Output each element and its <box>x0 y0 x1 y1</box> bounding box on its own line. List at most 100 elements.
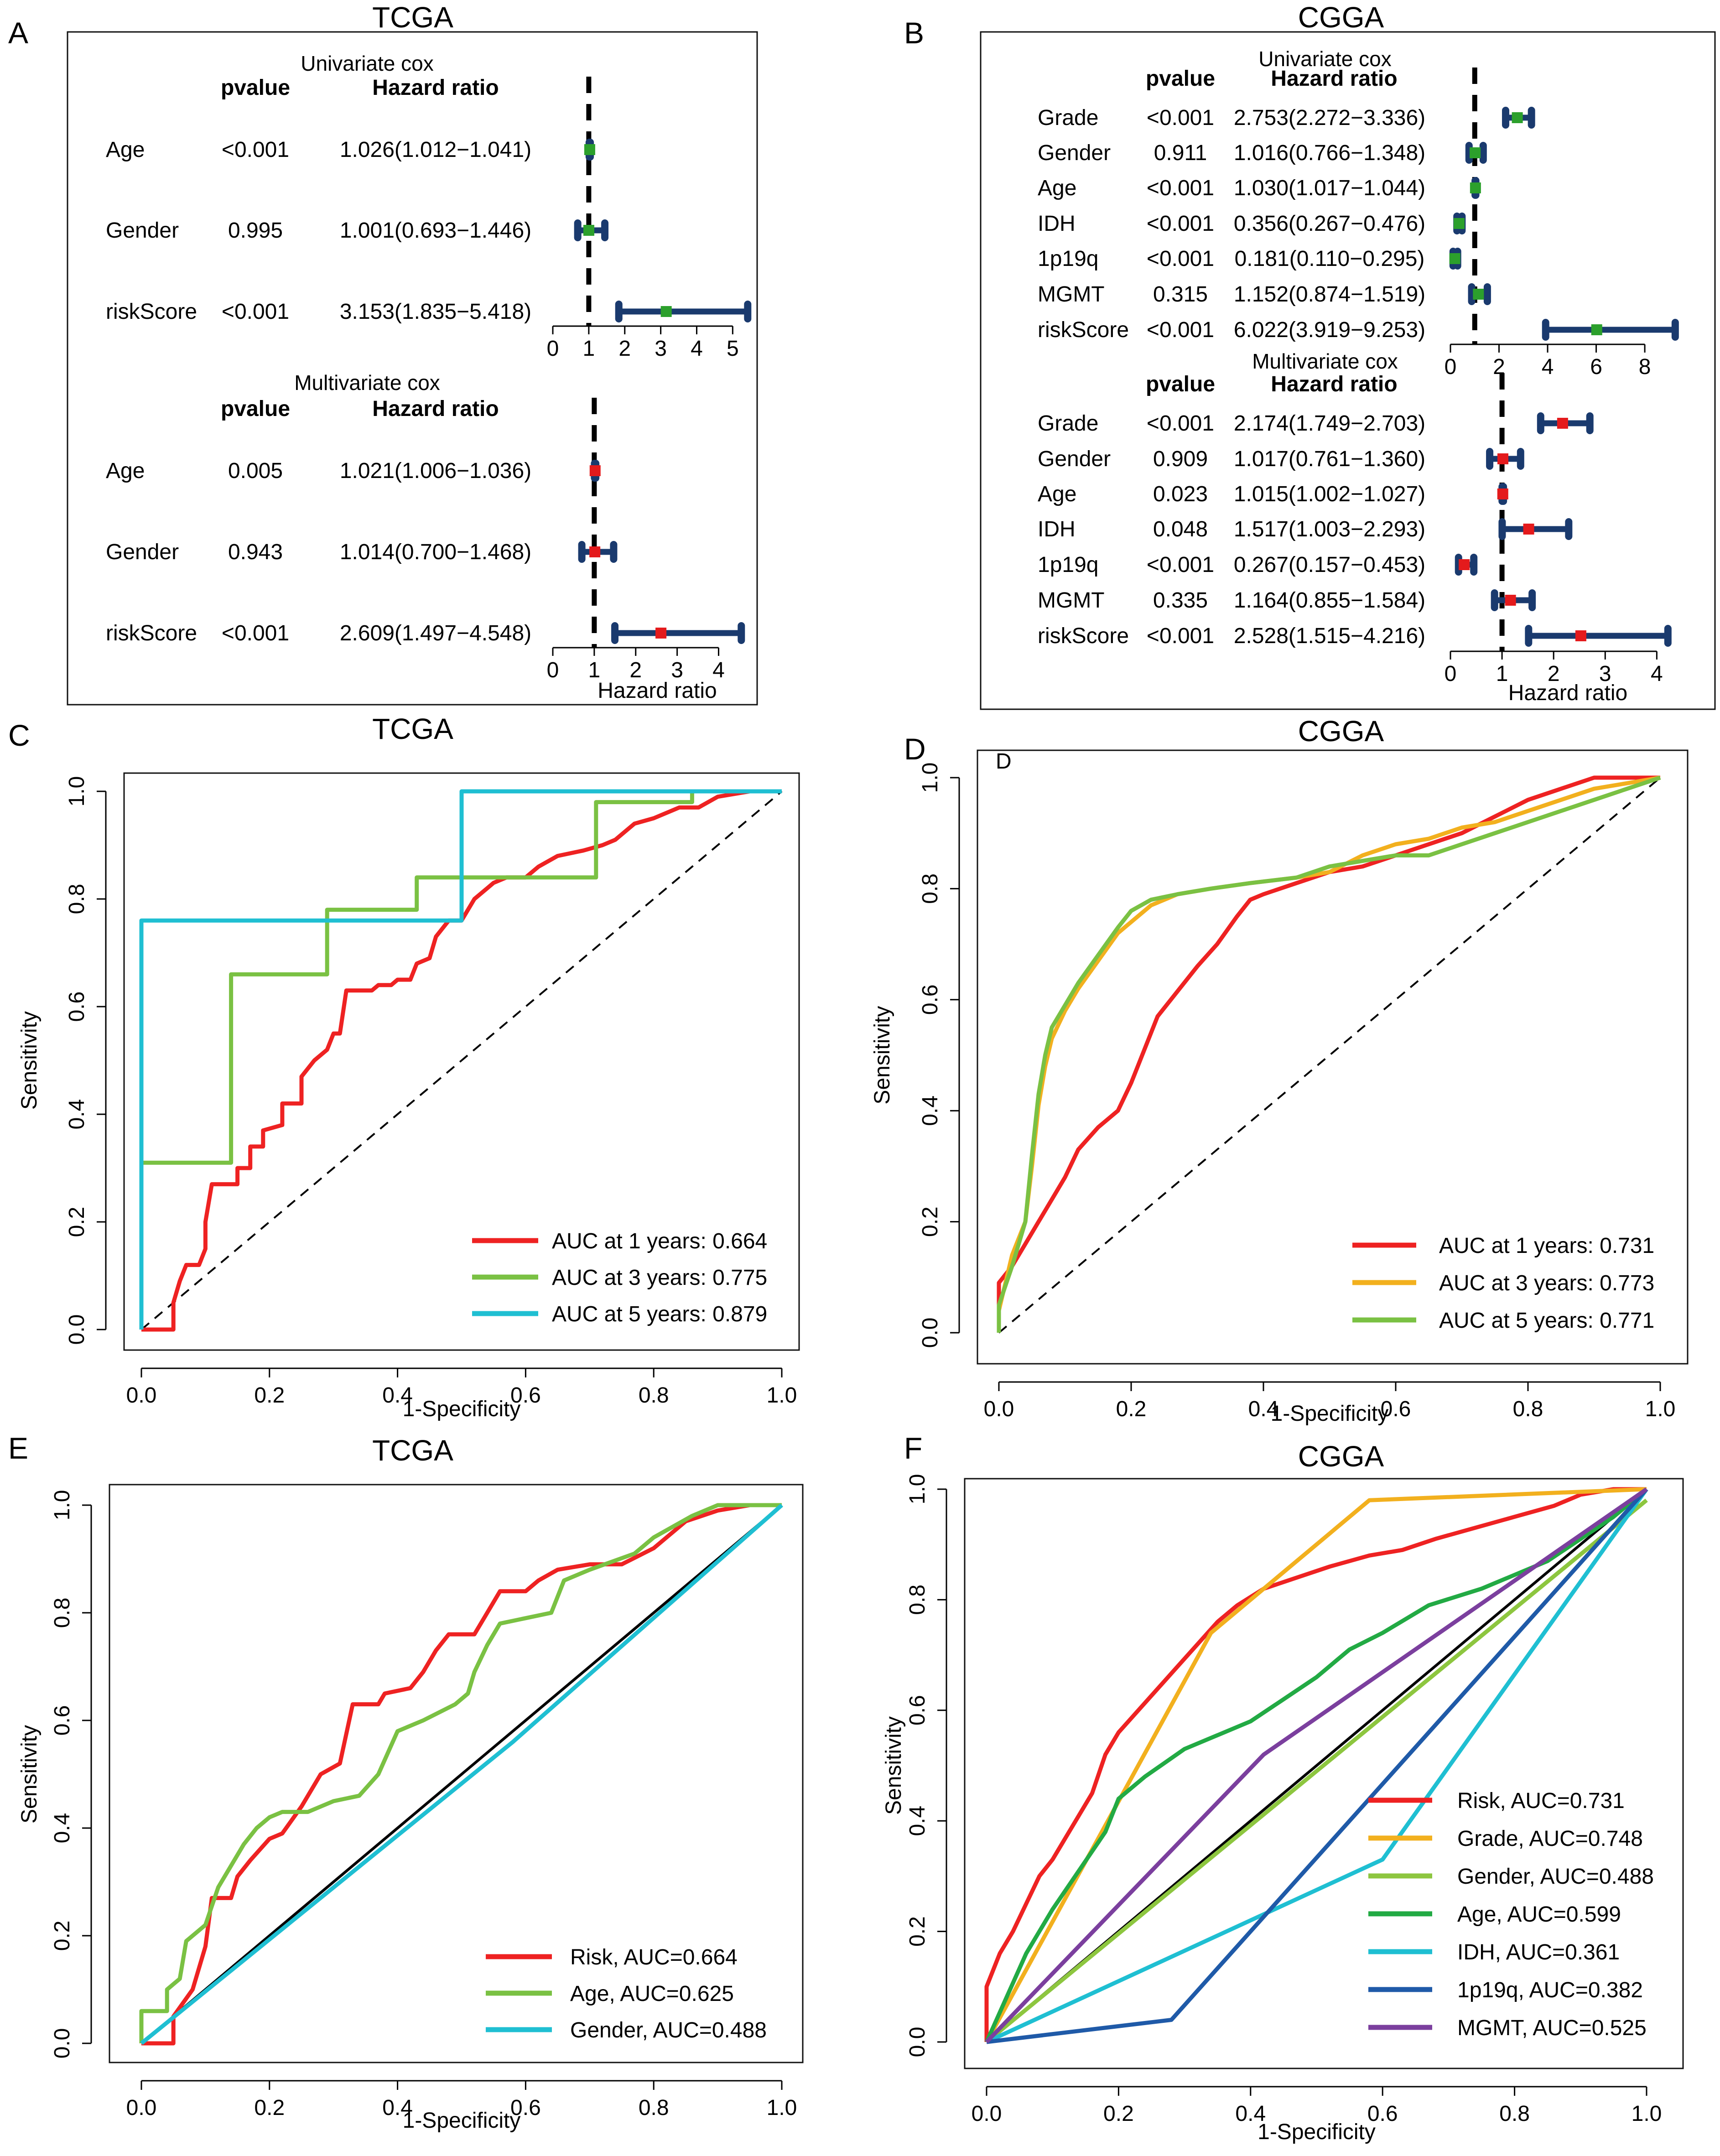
forest-row: IDH <0.001 0.356(0.267−0.476) <box>1038 212 1466 236</box>
section-label: Univariate cox <box>1258 47 1391 71</box>
x-axis: 0.0 0.2 0.4 0.6 0.8 1.0 1-Specificity <box>126 2080 797 2133</box>
hr-point <box>1470 182 1481 193</box>
y-axis-label: Sensitivity <box>17 1725 42 1824</box>
x-axis-label: 1-Specificity <box>1271 1402 1389 1426</box>
diagonal-reference-line <box>140 790 783 1330</box>
variable-name: Grade <box>1038 106 1098 130</box>
x-axis-label: Hazard ratio <box>1508 681 1627 705</box>
tick-label: 8 <box>1639 355 1651 379</box>
x-tick-label: 0.2 <box>254 1383 285 1408</box>
hazard-ratio-text: 2.753(2.272−3.336) <box>1234 106 1425 130</box>
forest-row: Age 0.005 1.021(1.006−1.036) <box>106 459 601 483</box>
forest-row: Gender 0.995 1.001(0.693−1.446) <box>106 218 609 243</box>
x-tick-label: 0.4 <box>382 2096 413 2120</box>
y-tick-label: 0.4 <box>50 1813 74 1844</box>
y-axis: 0.0 0.2 0.4 0.6 0.8 1.0 Sensitivity <box>882 1474 947 2057</box>
tick-label: 0 <box>547 658 559 682</box>
hr-point <box>584 144 595 155</box>
x-tick-label: 0.2 <box>1116 1397 1147 1421</box>
pvalue: <0.001 <box>222 621 289 645</box>
x-tick-label: 1.0 <box>767 2096 797 2120</box>
forest-row: Gender 0.943 1.014(0.700−1.468) <box>106 540 618 564</box>
hr-point <box>589 465 601 476</box>
legend-item: IDH, AUC=0.361 <box>1368 1940 1620 1964</box>
pvalue: 0.048 <box>1153 517 1208 541</box>
y-tick-label: 0.8 <box>905 1585 930 1615</box>
y-tick-label: 0.2 <box>65 1207 89 1237</box>
forest-row: Age 0.023 1.015(1.002−1.027) <box>1038 482 1508 506</box>
variable-name: Gender <box>106 218 179 243</box>
y-tick-label: 0.8 <box>50 1598 74 1628</box>
pvalue-header: pvalue <box>1146 67 1215 91</box>
hr-point <box>1497 453 1509 464</box>
section-label: Multivariate cox <box>1252 349 1398 373</box>
corner-label: D <box>996 749 1012 774</box>
section-label: Multivariate cox <box>294 371 440 395</box>
roc-curve-3 <box>997 775 1661 1333</box>
legend-item: MGMT, AUC=0.525 <box>1368 2016 1647 2040</box>
legend-item: Gender, AUC=0.488 <box>1368 1865 1654 1889</box>
forest-row: Gender 0.911 1.016(0.766−1.348) <box>1038 141 1487 165</box>
hazard-ratio-header: Hazard ratio <box>1271 67 1397 91</box>
legend: AUC at 1 years: 0.731 AUC at 3 years: 0.7… <box>1352 1234 1654 1333</box>
pvalue: 0.335 <box>1153 588 1208 613</box>
hazard-ratio-text: 3.153(1.835−5.418) <box>340 300 531 324</box>
hr-point <box>1459 559 1470 570</box>
pvalue: <0.001 <box>1147 411 1214 436</box>
tick-label: 3 <box>1599 662 1611 686</box>
diagonal-reference-line <box>998 777 1661 1334</box>
hazard-ratio-header: Hazard ratio <box>372 397 499 421</box>
x-tick-label: 0.0 <box>126 2096 157 2120</box>
variable-name: MGMT <box>1038 588 1105 613</box>
hr-point <box>1557 418 1568 429</box>
y-tick-label: 0.0 <box>918 1318 942 1348</box>
forest-row: Age <0.001 1.026(1.012−1.041) <box>106 138 595 162</box>
panel-b: B CGGA Univariate cox pvalue Hazard ratio Gra… <box>904 1 1716 710</box>
x-axis: 0.0 0.2 0.4 0.6 0.8 1.0 1-Specificity <box>972 2086 1662 2144</box>
panel-letter-a: A <box>8 16 28 50</box>
x-axis-label: 1-Specificity <box>1258 2120 1376 2144</box>
hr-point <box>1497 488 1508 499</box>
hazard-ratio-text: 2.528(1.515−4.216) <box>1234 624 1425 648</box>
x-tick-label: 0.8 <box>639 1383 669 1408</box>
tick-label: 2 <box>618 337 631 361</box>
variable-name: MGMT <box>1038 282 1105 307</box>
x-tick-label: 0.4 <box>1248 1397 1279 1421</box>
y-tick-label: 0.0 <box>905 2027 930 2057</box>
legend-label: Age, AUC=0.625 <box>570 1982 734 2006</box>
tick-label: 0 <box>1445 662 1457 686</box>
x-tick-label: 0.0 <box>984 1397 1014 1421</box>
y-tick-label: 1.0 <box>918 763 942 793</box>
x-tick-label: 0.6 <box>510 2096 541 2120</box>
hazard-ratio-text: 1.517(1.003−2.293) <box>1234 517 1425 541</box>
legend-label: MGMT, AUC=0.525 <box>1457 2016 1647 2040</box>
hr-point <box>1505 595 1516 606</box>
panel-letter-f: F <box>904 1431 922 1465</box>
hr-point <box>1512 112 1523 123</box>
y-tick-label: 0.8 <box>65 884 89 914</box>
legend-item: Grade, AUC=0.748 <box>1368 1827 1643 1851</box>
panel-title: CGGA <box>1298 1 1384 34</box>
pvalue: 0.995 <box>228 218 283 243</box>
tick-label: 0 <box>1445 355 1457 379</box>
plot-frame <box>123 772 800 1351</box>
roc-curve-1 <box>997 775 1660 1333</box>
univariate-section: Univariate cox pvalue Hazard ratio Grade <0.… <box>1038 47 1679 379</box>
hr-point <box>583 225 594 236</box>
forest-row: 1p19q <0.001 0.181(0.110−0.295) <box>1038 247 1461 271</box>
hazard-ratio-text: 1.152(0.874−1.519) <box>1234 282 1425 307</box>
roc-curve-5 <box>986 1488 1648 2044</box>
variable-name: Age <box>106 138 145 162</box>
panel-title: CGGA <box>1298 715 1384 748</box>
y-axis-label: Sensitivity <box>17 1011 42 1110</box>
variable-name: Grade <box>1038 411 1098 436</box>
univariate-section: Univariate cox pvalue Hazard ratio Age <0.00… <box>106 52 752 361</box>
panel-letter-b: B <box>904 16 924 50</box>
x-tick-label: 1.0 <box>1645 1397 1676 1421</box>
plot-frame <box>977 749 1689 1365</box>
pvalue: 0.315 <box>1153 282 1208 307</box>
y-tick-label: 0.6 <box>65 992 89 1022</box>
